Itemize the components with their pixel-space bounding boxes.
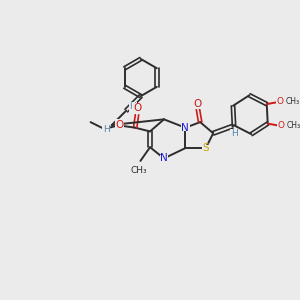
Bar [181,124,190,131]
Text: S: S [202,143,209,153]
Text: N: N [182,123,189,133]
Text: O: O [276,97,283,106]
Bar [160,155,168,162]
Text: N: N [160,153,168,164]
Text: O: O [277,121,284,130]
Text: O: O [193,99,201,109]
Text: CH₃: CH₃ [286,121,300,130]
Text: CH₃: CH₃ [285,97,299,106]
Bar [202,145,210,152]
Text: H: H [129,102,136,111]
Text: H: H [103,125,110,134]
Text: CH₃: CH₃ [130,166,147,175]
Text: H: H [231,129,238,138]
Text: O: O [133,103,141,113]
Text: O: O [115,120,124,130]
